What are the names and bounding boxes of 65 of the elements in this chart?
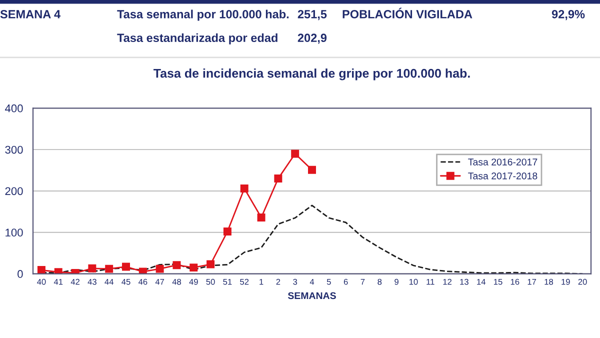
y-tick-label: 300: [5, 146, 23, 154]
x-tick-label: 4: [310, 278, 314, 285]
point: [122, 262, 130, 271]
x-tick-label: 44: [104, 278, 114, 285]
text: SEMANA 4: [0, 10, 60, 18]
x-tick-label: 10: [409, 278, 418, 285]
x-axis-title: SEMANAS: [288, 292, 336, 300]
point: [138, 268, 147, 274]
x-tick-label: 6: [344, 278, 348, 285]
legend-label: Tasa 2016-2017: [468, 158, 538, 166]
text: Tasa estandarizada por edad: [117, 33, 278, 44]
x-tick-label: 50: [206, 278, 215, 285]
x-tick-label: 40: [37, 278, 46, 285]
point: [37, 266, 46, 274]
point: [206, 260, 215, 268]
point: [223, 228, 232, 236]
point: [257, 213, 266, 222]
x-tick-label: 1: [260, 278, 264, 285]
x-tick-label: 14: [477, 278, 486, 285]
x-tick-label: 47: [155, 278, 164, 285]
x-tick-label: 46: [138, 278, 148, 285]
x-tick-label: 42: [70, 278, 80, 285]
x-tick-label: 51: [223, 278, 232, 285]
y-tick-label: 400: [4, 104, 23, 112]
x-tick-label: 7: [360, 278, 365, 285]
x-tick-label: 13: [460, 278, 468, 285]
point: [105, 264, 114, 273]
point: [88, 264, 96, 272]
y-tick-label: 200: [5, 187, 23, 196]
legend-label: Tasa 2017-2018: [468, 172, 538, 180]
text: Tasa semanal por 100.000 hab.: [117, 10, 289, 21]
chart-title: Tasa de incidencia semanal de gripe por 100.000 hab.: [154, 68, 470, 80]
x-tick-label: 5: [326, 278, 331, 285]
point: [54, 268, 62, 274]
text: 251,5: [298, 10, 327, 20]
point: [156, 264, 164, 273]
point: [291, 150, 300, 158]
text: POBLACIÓN VIGILADA: [342, 8, 472, 18]
text: 202,9: [298, 34, 327, 44]
x-tick-label: 8: [378, 278, 382, 285]
y-tick-label: 100: [6, 228, 23, 237]
x-tick-label: 19: [562, 278, 570, 285]
point: [172, 261, 181, 270]
point: [308, 166, 316, 174]
point: [190, 264, 198, 272]
x-tick-label: 41: [54, 278, 63, 285]
x-tick-label: 12: [443, 278, 452, 285]
text: 92,9%: [552, 10, 585, 20]
x-tick-label: 45: [122, 278, 130, 285]
x-tick-label: 18: [544, 278, 553, 285]
point: [274, 174, 282, 183]
x-tick-label: 17: [528, 278, 536, 285]
x-tick-label: 20: [578, 278, 587, 285]
y-tick-label: 0: [18, 270, 23, 278]
x-tick-label: 15: [494, 278, 502, 285]
x-tick-label: 2: [276, 278, 280, 285]
point: [240, 184, 248, 192]
x-tick-label: 9: [394, 278, 398, 285]
x-tick-label: 52: [240, 278, 249, 285]
x-tick-label: 48: [172, 278, 181, 285]
x-tick-label: 43: [88, 278, 96, 285]
x-tick-label: 3: [293, 278, 298, 285]
x-tick-label: 16: [510, 278, 520, 285]
x-tick-label: 11: [426, 278, 434, 285]
x-tick-label: 49: [189, 278, 198, 285]
